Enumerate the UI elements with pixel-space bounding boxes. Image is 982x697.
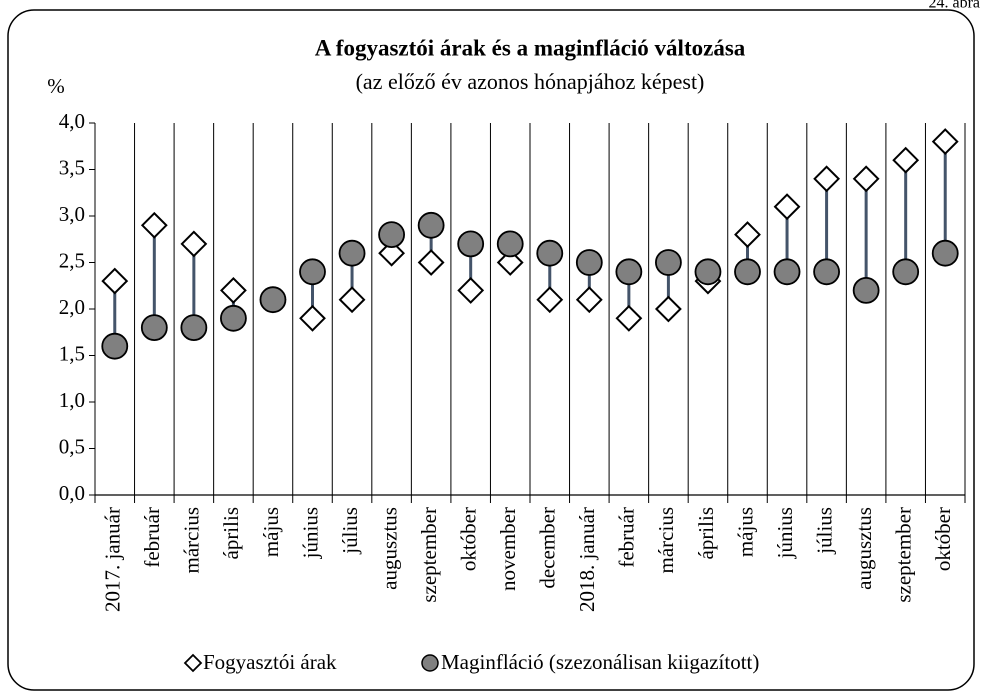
circle-marker [536, 239, 564, 267]
circle-marker [417, 211, 445, 239]
circle-marker [694, 258, 722, 286]
x-tick-label: február [615, 507, 639, 568]
circle-marker [852, 276, 880, 304]
diamond-marker [417, 249, 445, 276]
x-tick-label: április [219, 507, 243, 560]
x-tick-label: március [654, 507, 678, 573]
diamond-marker [615, 304, 643, 332]
circle-marker [140, 314, 168, 342]
y-tick-label: 2,0 [59, 295, 85, 319]
frame [7, 9, 975, 691]
x-tick-label: 2018. január [575, 507, 599, 612]
y-tick-label: 2,5 [59, 248, 85, 272]
circle-marker [892, 258, 920, 286]
circle-marker [813, 258, 840, 286]
x-tick-label: szeptember [417, 507, 441, 603]
y-tick-label: 1,5 [59, 341, 85, 365]
diamond-marker [931, 128, 959, 156]
x-tick-label: április [694, 507, 718, 560]
diamond-marker [101, 267, 129, 295]
x-tick-label: március [180, 507, 204, 573]
circle-marker [259, 286, 287, 314]
x-tick-label: október [931, 507, 955, 571]
circle-marker [338, 239, 366, 267]
y-tick-label: 0,0 [59, 481, 85, 505]
diamond-marker [299, 304, 326, 332]
x-tick-label: augusztus [852, 507, 876, 590]
x-tick-label: május [733, 507, 757, 557]
circle-marker [101, 332, 129, 360]
circle-marker [615, 258, 643, 286]
x-tick-label: november [496, 507, 520, 591]
legend-label: Fogyasztói árak [203, 650, 337, 674]
y-tick-label: 3,5 [59, 155, 85, 179]
chart-subtitle: (az előző év azonos hónapjához képest) [356, 69, 705, 94]
diamond-marker [219, 276, 247, 304]
diamond-marker [180, 230, 208, 258]
x-tick-label: december [536, 507, 560, 589]
diamond-marker [734, 221, 761, 249]
x-tick-label: június [773, 507, 797, 559]
circle-marker [457, 230, 485, 258]
x-tick-label: május [259, 507, 283, 557]
diamond-marker [892, 146, 920, 174]
y-tick-label: 1,0 [59, 388, 85, 412]
legend-marker [183, 653, 203, 673]
x-tick-label: október [456, 507, 480, 571]
x-tick-label: július [812, 507, 836, 555]
circle-marker [773, 258, 801, 286]
diamond-marker [773, 193, 801, 221]
chart-title: A fogyasztói árak és a maginfláció válto… [315, 35, 746, 60]
circle-marker [734, 258, 761, 286]
legend-marker [421, 654, 439, 672]
diamond-marker [575, 286, 603, 314]
x-tick-label: augusztus [377, 507, 401, 590]
x-tick-label: szeptember [891, 507, 915, 603]
circle-marker [220, 304, 247, 332]
y-axis-label: % [47, 74, 65, 98]
diamond-marker [140, 211, 168, 239]
diamond-marker [338, 286, 366, 314]
x-tick-label: 2017. január [101, 507, 125, 612]
x-tick-label: február [140, 507, 164, 568]
y-tick-label: 0,5 [59, 434, 85, 458]
circle-marker [931, 239, 959, 267]
y-tick-label: 4,0 [59, 109, 85, 133]
diamond-marker [852, 165, 880, 193]
diamond-marker [457, 276, 485, 304]
x-tick-label: július [338, 507, 362, 555]
circle-marker [378, 221, 405, 249]
circle-marker [655, 249, 682, 276]
x-tick-label: június [298, 507, 322, 559]
diamond-marker [536, 286, 564, 314]
circle-marker [180, 314, 208, 342]
circle-marker [496, 230, 524, 258]
y-tick-label: 3,0 [59, 202, 85, 226]
diamond-marker [654, 295, 682, 323]
circle-marker [299, 258, 326, 286]
circle-marker [575, 249, 603, 276]
legend-label: Maginfláció (szezonálisan kiigazított) [441, 650, 759, 674]
diamond-marker [813, 165, 841, 193]
figure-label: 24. ábra [928, 0, 980, 12]
